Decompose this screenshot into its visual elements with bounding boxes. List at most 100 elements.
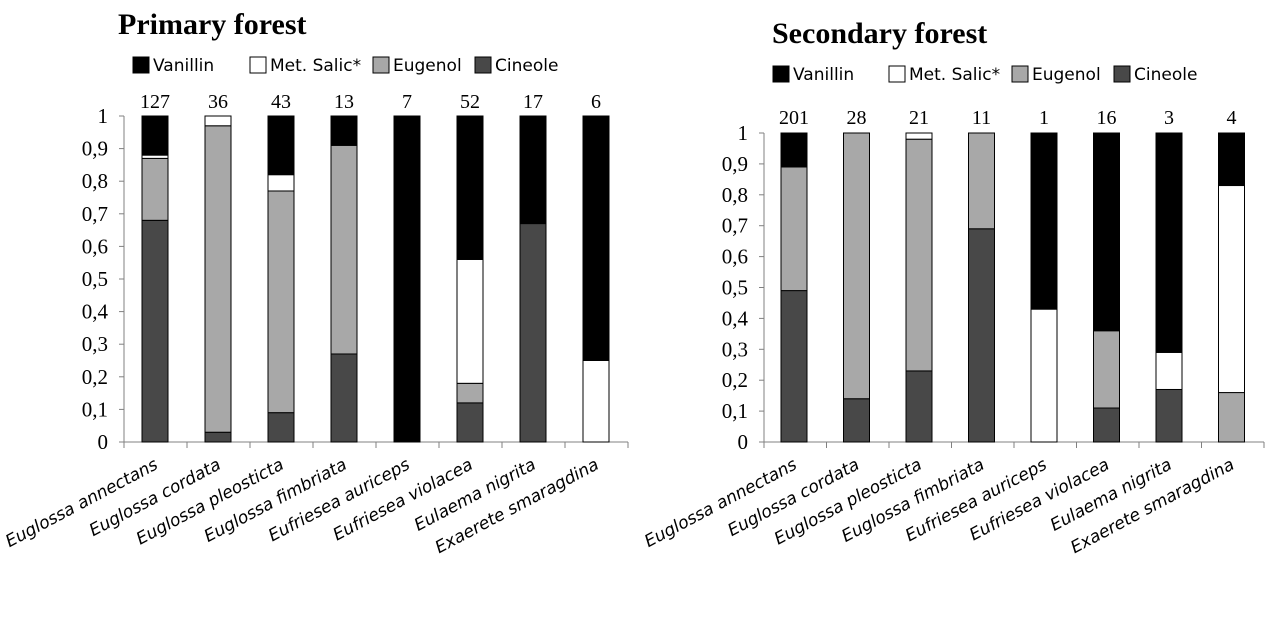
bar-segment-vanillin [582, 115, 610, 361]
legend-swatch-met-salic [249, 56, 267, 74]
bar-segment-met-salic [204, 115, 232, 127]
bar-segment-eugenol [141, 157, 169, 221]
bar-segment-cineole [267, 412, 295, 443]
bar-segment-met-salic [267, 174, 295, 192]
legend-swatch-eugenol [372, 56, 390, 74]
bar-segment-met-salic [1030, 308, 1058, 443]
count-label: 36 [208, 91, 228, 113]
bar-segment-vanillin [1155, 132, 1183, 353]
legend-label-vanillin: Vanillin [793, 65, 854, 85]
bar-segment-cineole [780, 290, 808, 443]
bar-segment-met-salic [582, 360, 610, 443]
bar-segment-vanillin [780, 132, 808, 168]
y-tick-label: 0,7 [82, 202, 108, 226]
bar-segment-met-salic [905, 132, 933, 140]
y-tick-label: 0,5 [82, 267, 108, 291]
legend-swatch-met-salic [888, 65, 906, 83]
bar-segment-met-salic [1218, 185, 1245, 394]
bar-segment-cineole [141, 219, 169, 443]
bar-segment-vanillin [1030, 132, 1058, 310]
legend-label-cineole: Cineole [495, 56, 558, 76]
y-tick-label: 0,3 [722, 337, 748, 361]
y-tick-label: 1 [738, 121, 749, 145]
bar-segment-met-salic [1155, 351, 1183, 390]
bar-segment-vanillin [393, 115, 421, 443]
legend-swatch-vanillin [132, 56, 150, 74]
legend-swatch-eugenol [1011, 65, 1029, 83]
bar-segment-vanillin [519, 115, 547, 225]
y-tick-label: 0,8 [722, 183, 748, 207]
legend-label-met-salic: Met. Salic* [909, 65, 1000, 85]
bar-segment-eugenol [905, 138, 933, 372]
y-tick-label: 0,2 [722, 368, 748, 392]
y-tick-label: 0,1 [722, 399, 748, 423]
y-tick-label: 0 [98, 430, 109, 454]
y-tick-label: 0,7 [722, 214, 748, 238]
bar-segment-cineole [519, 223, 547, 443]
bar-segment-eugenol [267, 190, 295, 414]
bar-segment-cineole [330, 353, 358, 443]
bar-segment-cineole [843, 398, 870, 443]
bar-segment-cineole [968, 228, 995, 443]
bar-segment-eugenol [780, 166, 808, 292]
bar-segment-vanillin [141, 115, 169, 156]
bar-segment-met-salic [456, 258, 484, 384]
count-label: 3 [1164, 107, 1174, 129]
legend-label-eugenol: Eugenol [1032, 65, 1101, 85]
primary-forest-panel: Primary forest Vanillin Met. Salic* Eugenol… [2, 8, 629, 558]
bar-segment-cineole [1093, 407, 1120, 443]
bar-segment-vanillin [1218, 132, 1245, 187]
count-label: 1 [1039, 107, 1049, 129]
count-label: 28 [847, 107, 867, 129]
legend-label-cineole: Cineole [1134, 65, 1197, 85]
legend-swatch-vanillin [772, 65, 790, 83]
count-label: 17 [523, 91, 543, 113]
bar-segment-eugenol [1093, 330, 1120, 409]
count-label: 11 [972, 107, 991, 129]
y-tick-label: 0,2 [82, 365, 108, 389]
bar-segment-eugenol [456, 382, 484, 404]
y-tick-label: 0 [738, 430, 749, 454]
y-tick-label: 0,6 [82, 234, 108, 258]
count-label: 7 [402, 91, 412, 113]
count-label: 4 [1227, 107, 1237, 129]
bar-segment-eugenol [843, 132, 870, 400]
count-label: 21 [909, 107, 929, 129]
y-tick-label: 0,9 [82, 137, 108, 161]
count-label: 13 [334, 91, 354, 113]
y-tick-label: 0,1 [82, 397, 108, 421]
y-tick-label: 0,8 [82, 169, 108, 193]
bar-segment-vanillin [267, 115, 295, 176]
legend-label-vanillin: Vanillin [153, 56, 214, 76]
y-tick-label: 0,4 [722, 306, 749, 330]
y-tick-label: 0,3 [82, 332, 108, 356]
count-label: 201 [779, 107, 809, 129]
count-label: 43 [271, 91, 291, 113]
legend-swatch-cineole [1113, 65, 1131, 83]
chart-title: Secondary forest [772, 17, 987, 50]
y-tick-label: 0,5 [722, 276, 748, 300]
count-label: 52 [460, 91, 480, 113]
y-tick-label: 1 [98, 104, 109, 128]
bar-segment-eugenol [330, 144, 358, 355]
bar-segment-vanillin [330, 115, 358, 146]
secondary-forest-panel: Secondary forest Vanillin Met. Salic* Eugen… [641, 17, 1265, 558]
y-tick-label: 0,9 [722, 152, 748, 176]
bar-segment-cineole [1155, 388, 1183, 443]
bar-segment-vanillin [456, 115, 484, 260]
bar-segment-cineole [456, 402, 484, 443]
bar-segment-eugenol [968, 132, 995, 230]
count-label: 16 [1097, 107, 1117, 129]
count-label: 6 [591, 91, 601, 113]
legend-label-eugenol: Eugenol [393, 56, 462, 76]
count-label: 127 [140, 91, 170, 113]
bar-segment-vanillin [1093, 132, 1120, 332]
y-tick-label: 0,4 [82, 300, 109, 324]
bar-segment-eugenol [1218, 392, 1245, 443]
bar-segment-eugenol [204, 125, 232, 433]
y-tick-label: 0,6 [722, 245, 748, 269]
chart-title: Primary forest [118, 8, 307, 41]
legend-label-met-salic: Met. Salic* [270, 56, 361, 76]
legend-swatch-cineole [474, 56, 492, 74]
